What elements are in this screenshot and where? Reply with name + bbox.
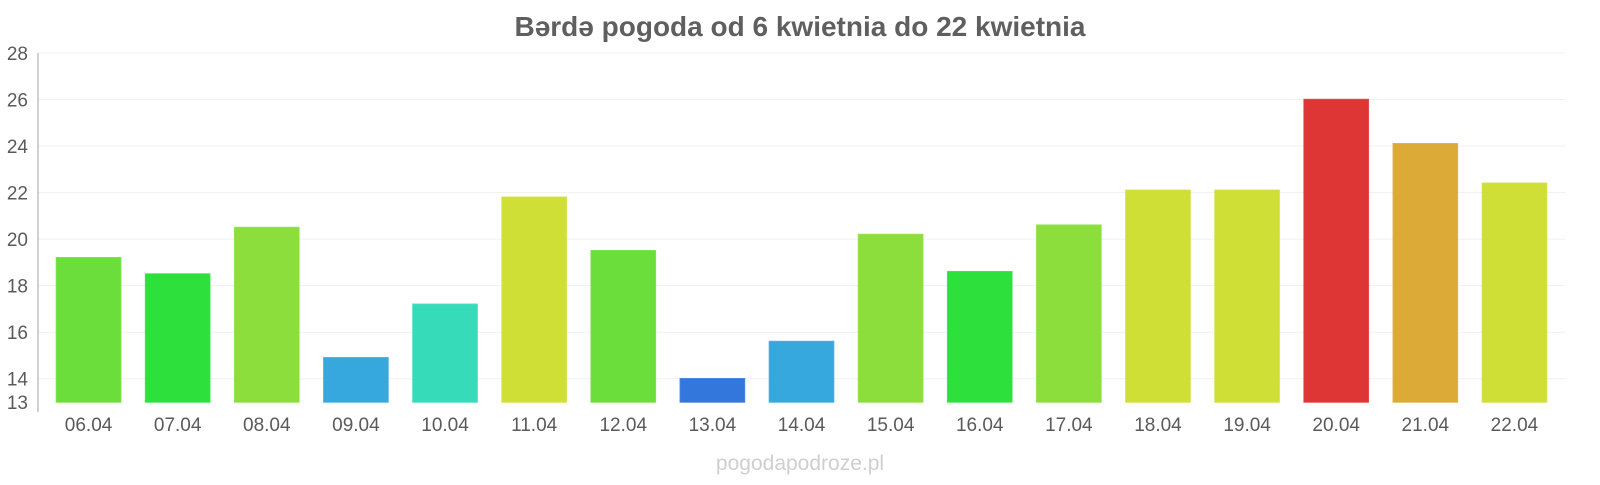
bar[interactable]	[768, 340, 835, 403]
y-tick-label: 14	[7, 370, 29, 391]
bar[interactable]	[501, 196, 567, 403]
x-tick-label: 17.04	[1045, 415, 1093, 436]
bar[interactable]	[412, 303, 478, 403]
bar[interactable]	[1303, 98, 1370, 403]
y-tick-label: 24	[7, 137, 29, 158]
bar[interactable]	[323, 357, 389, 403]
y-tick-label: 20	[7, 230, 28, 251]
x-tick-label: 09.04	[332, 415, 380, 436]
x-tick-label: 19.04	[1223, 415, 1271, 436]
bar[interactable]	[55, 256, 122, 403]
x-tick-label: 07.04	[154, 415, 202, 436]
bar[interactable]	[946, 270, 1013, 403]
y-tick-label: 26	[7, 91, 28, 112]
bar[interactable]	[590, 250, 657, 403]
x-tick-label: 15.04	[867, 415, 915, 436]
bar[interactable]	[857, 233, 924, 403]
bar[interactable]	[233, 226, 300, 403]
x-tick-label: 21.04	[1402, 415, 1450, 436]
x-tick-label: 11.04	[511, 415, 558, 436]
x-tick-label: 06.04	[65, 415, 113, 436]
x-tick-label: 12.04	[599, 415, 647, 436]
watermark: pogodapodroze.pl	[716, 452, 884, 475]
x-tick-label: 13.04	[689, 415, 737, 436]
x-tick-label: 18.04	[1134, 415, 1182, 436]
y-tick-label: 28	[7, 44, 28, 65]
y-tick-label: 16	[7, 323, 28, 344]
x-tick-label: 08.04	[243, 415, 291, 436]
x-axis-ticks: 06.04 07.04 08.04 09.04 10.04 11.04 12.04 13.04…	[65, 415, 1539, 436]
x-tick-label: 14.04	[778, 415, 826, 436]
x-tick-label: 20.04	[1312, 415, 1360, 436]
y-tick-label: 22	[7, 184, 28, 205]
x-tick-label: 10.04	[421, 415, 469, 436]
bars	[55, 98, 1548, 403]
bar[interactable]	[1214, 189, 1280, 403]
x-tick-label: 22.04	[1491, 415, 1539, 436]
bar[interactable]	[1036, 224, 1102, 403]
y-tick-label: 13	[7, 393, 28, 414]
chart-title: Bərdə pogoda od 6 kwietnia do 22 kwietni…	[514, 11, 1085, 42]
bar[interactable]	[679, 377, 746, 403]
x-tick-label: 16.04	[956, 415, 1004, 436]
bar[interactable]	[1481, 182, 1548, 403]
bar[interactable]	[1392, 142, 1459, 403]
bar[interactable]	[144, 273, 211, 403]
y-tick-label: 18	[7, 277, 28, 298]
bar[interactable]	[1125, 189, 1191, 403]
